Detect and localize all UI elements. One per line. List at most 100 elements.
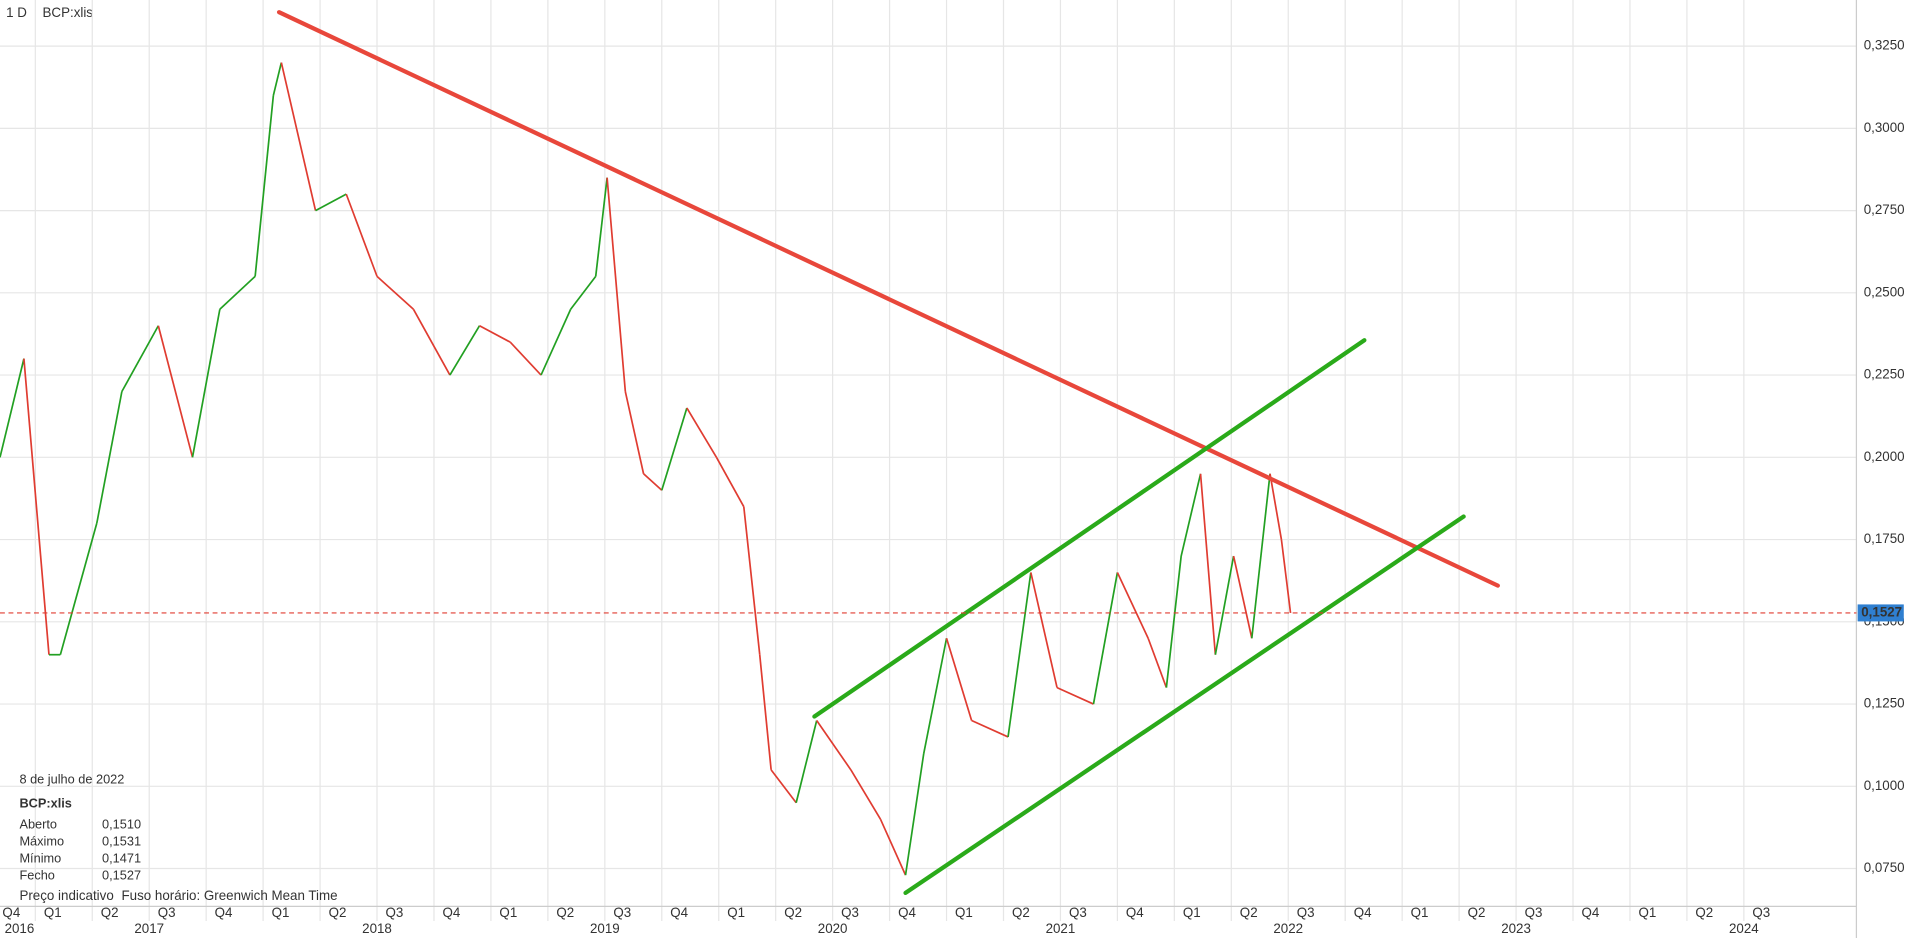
price-segment	[770, 769, 797, 804]
x-tick-label: Q1	[499, 905, 517, 920]
price-segment	[254, 95, 275, 277]
price-segment	[879, 818, 907, 876]
price-segment	[315, 193, 347, 212]
year-label: 2021	[1046, 921, 1076, 936]
x-tick-label: Q1	[1183, 905, 1201, 920]
x-tick-label: Q3	[1525, 905, 1543, 920]
y-tick-label: 0,3000	[1864, 120, 1905, 135]
year-label: 2017	[134, 921, 164, 936]
price-segment	[945, 638, 973, 721]
x-tick-label: Q4	[1582, 905, 1600, 920]
price-segment	[272, 62, 283, 96]
y-tick-label: 0,1000	[1864, 778, 1905, 793]
price-segment	[594, 177, 608, 277]
interval: 1 D	[6, 5, 27, 20]
x-tick-label: Q2	[1695, 905, 1713, 920]
price-segment	[280, 62, 317, 211]
price-segment	[742, 506, 761, 655]
price-segment	[1250, 473, 1271, 639]
price-segment	[449, 325, 481, 376]
x-tick-label: Q1	[1638, 905, 1656, 920]
info-label: Aberto	[19, 816, 57, 831]
x-tick-label: Q4	[898, 905, 916, 920]
price-segment	[191, 309, 221, 458]
x-tick-label: Q2	[1468, 905, 1486, 920]
x-tick-label: Q1	[272, 905, 290, 920]
price-segment	[0, 358, 25, 458]
price-segment	[971, 719, 1009, 738]
footer-note: Preço indicativo	[19, 888, 113, 903]
last-price-badge	[1857, 604, 1904, 622]
price-segment	[23, 358, 50, 655]
price-segment	[1280, 539, 1292, 614]
x-tick-label: Q2	[556, 905, 574, 920]
price-segment	[1180, 473, 1202, 557]
price-segment	[95, 391, 123, 524]
price-segment	[59, 522, 98, 655]
price-segment	[1269, 473, 1283, 540]
x-tick-label: Q3	[841, 905, 859, 920]
price-segment	[1116, 572, 1149, 639]
price-segment	[219, 275, 256, 310]
price-segment	[345, 193, 378, 277]
last-price-label: 0,1527	[1861, 604, 1902, 619]
x-tick-label: Q4	[2, 905, 20, 920]
price-segment	[1165, 555, 1183, 688]
y-tick-label: 0,1250	[1864, 696, 1905, 711]
price-segment	[1056, 686, 1094, 705]
price-segment	[686, 407, 718, 458]
x-tick-label: Q3	[1297, 905, 1315, 920]
price-segment	[569, 275, 597, 310]
x-tick-label: Q2	[784, 905, 802, 920]
price-segment	[850, 769, 882, 820]
footer-timezone: Fuso horário: Greenwich Mean Time	[121, 888, 337, 903]
price-segment	[376, 275, 415, 310]
trendline	[903, 514, 1466, 896]
price-segment	[715, 456, 745, 508]
x-tick-label: Q1	[44, 905, 62, 920]
info-label: Fecho	[19, 867, 54, 882]
y-tick-label: 0,0750	[1864, 860, 1905, 875]
y-tick-label: 0,2000	[1864, 449, 1905, 464]
price-segment	[1029, 572, 1058, 688]
year-label: 2024	[1729, 921, 1759, 936]
info-value: 0,1510	[102, 816, 141, 831]
price-segment	[1232, 555, 1253, 639]
y-tick-label: 0,1750	[1864, 531, 1905, 546]
trendline	[812, 338, 1367, 719]
year-label: 2018	[362, 921, 392, 936]
price-segment	[157, 325, 194, 458]
price-segment	[795, 720, 818, 803]
price-segment	[660, 407, 688, 491]
year-label: 2022	[1273, 921, 1303, 936]
x-tick-label: Q1	[955, 905, 973, 920]
x-tick-label: Q3	[158, 905, 176, 920]
symbol: BCP:xlis	[43, 5, 94, 20]
x-tick-label: Q1	[1411, 905, 1429, 920]
price-segment	[479, 324, 511, 343]
x-tick-label: Q4	[215, 905, 233, 920]
x-tick-label: Q3	[386, 905, 404, 920]
info-value: 0,1527	[102, 867, 141, 882]
price-segment	[412, 308, 451, 376]
x-tick-label: Q4	[442, 905, 460, 920]
info-label: Mínimo	[19, 850, 61, 865]
year-label: 2016	[5, 921, 35, 936]
price-segment	[606, 177, 627, 392]
x-tick-label: Q3	[1069, 905, 1087, 920]
y-tick-label: 0,2250	[1864, 367, 1905, 382]
x-tick-label: Q2	[101, 905, 119, 920]
header: 1 D BCP:xlis	[6, 5, 93, 20]
price-segment	[642, 473, 663, 491]
x-tick-label: Q3	[1752, 905, 1770, 920]
price-segment	[121, 325, 160, 392]
info-value: 0,1531	[102, 833, 141, 848]
y-tick-label: 0,2750	[1864, 202, 1905, 217]
price-segment	[1092, 572, 1119, 705]
year-label: 2019	[590, 921, 620, 936]
y-tick-label: 0,3250	[1864, 38, 1905, 53]
trendline	[276, 10, 1500, 588]
year-label: 2020	[818, 921, 848, 936]
